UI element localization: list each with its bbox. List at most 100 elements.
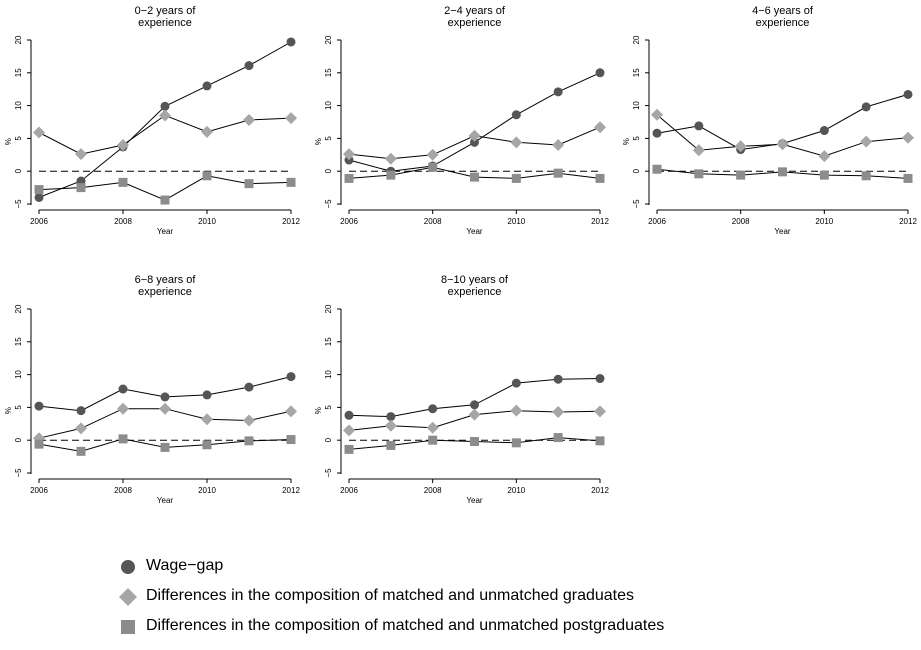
x-tick-label: 2008	[114, 486, 132, 495]
panel-title-line: experience	[448, 17, 502, 29]
data-point-postgraduates	[244, 179, 254, 189]
data-point-graduates	[776, 138, 789, 151]
data-point-postgraduates	[202, 171, 212, 181]
panel-title-line: experience	[138, 17, 192, 29]
y-tick-label: 15	[14, 68, 23, 77]
data-point-wage-gap	[286, 37, 296, 47]
data-point-wage-gap	[428, 404, 438, 414]
y-tick-label: 5	[14, 405, 23, 410]
data-point-wage-gap	[34, 192, 44, 202]
data-point-postgraduates	[736, 170, 746, 180]
data-point-postgraduates	[386, 440, 396, 450]
data-point-graduates	[117, 402, 129, 415]
diamond-marker-icon	[119, 588, 137, 606]
x-tick-label: 2006	[340, 217, 358, 226]
y-axis-label: %	[314, 138, 323, 145]
y-tick-label: 20	[324, 304, 333, 313]
y-tick-label: 20	[632, 35, 641, 44]
data-point-graduates	[594, 121, 606, 134]
data-point-graduates	[468, 408, 481, 421]
data-point-graduates	[426, 421, 439, 434]
y-tick-label: −5	[14, 468, 23, 478]
data-point-wage-gap	[76, 406, 86, 416]
data-point-wage-gap	[34, 401, 44, 411]
data-point-postgraduates	[344, 173, 354, 183]
y-tick-label: 5	[324, 136, 333, 141]
y-tick-label: 20	[14, 304, 23, 313]
data-point-graduates	[75, 422, 87, 435]
y-axis-label: %	[622, 138, 631, 145]
data-point-wage-gap	[511, 110, 521, 120]
y-tick-label: 15	[14, 337, 23, 346]
data-point-postgraduates	[160, 195, 170, 205]
data-point-postgraduates	[76, 446, 86, 456]
legend-label-postgraduates: Differences in the composition of matche…	[146, 617, 665, 634]
y-tick-label: −5	[324, 468, 333, 478]
y-tick-label: 10	[324, 101, 333, 110]
y-tick-label: 0	[632, 168, 641, 173]
data-point-graduates	[860, 135, 873, 148]
data-point-graduates	[552, 138, 565, 151]
data-point-postgraduates	[286, 435, 296, 445]
data-point-postgraduates	[595, 436, 605, 446]
y-tick-label: 20	[324, 35, 333, 44]
data-point-graduates	[510, 404, 523, 417]
x-tick-label: 2012	[899, 217, 917, 226]
data-point-postgraduates	[511, 173, 521, 183]
y-tick-label: 15	[324, 337, 333, 346]
y-axis-label: %	[4, 407, 13, 414]
data-point-postgraduates	[778, 167, 787, 177]
data-point-postgraduates	[386, 170, 396, 180]
square-marker-icon	[121, 620, 135, 634]
data-point-graduates	[510, 136, 523, 149]
x-tick-label: 2008	[114, 217, 132, 226]
data-point-graduates	[201, 413, 213, 426]
y-tick-label: 0	[14, 437, 23, 442]
data-point-wage-gap	[553, 87, 563, 97]
data-point-postgraduates	[470, 437, 479, 447]
y-tick-label: 20	[14, 35, 23, 44]
x-axis-label: Year	[466, 496, 483, 505]
x-axis-label: Year	[157, 496, 174, 505]
data-point-graduates	[75, 148, 87, 161]
x-tick-label: 2008	[424, 217, 442, 226]
circle-marker-icon	[121, 560, 135, 574]
x-tick-label: 2010	[198, 486, 216, 495]
data-point-graduates	[692, 144, 705, 157]
data-point-wage-gap	[861, 102, 871, 112]
x-tick-label: 2008	[732, 217, 750, 226]
data-point-graduates	[243, 414, 255, 427]
x-axis-label: Year	[466, 227, 483, 236]
x-tick-label: 2012	[282, 486, 300, 495]
data-point-postgraduates	[160, 442, 170, 452]
y-tick-label: 15	[324, 68, 333, 77]
data-point-graduates	[552, 405, 565, 418]
x-tick-label: 2010	[198, 217, 216, 226]
data-point-postgraduates	[694, 169, 704, 179]
data-point-postgraduates	[652, 164, 662, 174]
y-tick-label: 0	[14, 168, 23, 173]
data-point-postgraduates	[903, 173, 913, 183]
data-point-graduates	[468, 129, 481, 142]
data-point-postgraduates	[286, 177, 296, 187]
y-tick-label: 0	[324, 168, 333, 173]
data-point-postgraduates	[819, 170, 829, 180]
data-point-wage-gap	[694, 121, 704, 131]
data-point-wage-gap	[202, 390, 212, 400]
panel-title-line: 4−6 years of	[752, 5, 814, 17]
x-tick-label: 2006	[30, 486, 48, 495]
data-point-wage-gap	[511, 378, 521, 388]
data-point-postgraduates	[202, 440, 212, 450]
data-point-graduates	[384, 152, 397, 165]
x-tick-label: 2006	[648, 217, 666, 226]
panel-title-line: experience	[756, 17, 810, 29]
x-tick-label: 2010	[815, 217, 833, 226]
x-tick-label: 2012	[282, 217, 300, 226]
data-point-wage-gap	[344, 410, 354, 420]
panel-title-line: 6−8 years of	[135, 274, 197, 286]
data-point-postgraduates	[34, 185, 44, 195]
data-point-wage-gap	[470, 400, 479, 410]
